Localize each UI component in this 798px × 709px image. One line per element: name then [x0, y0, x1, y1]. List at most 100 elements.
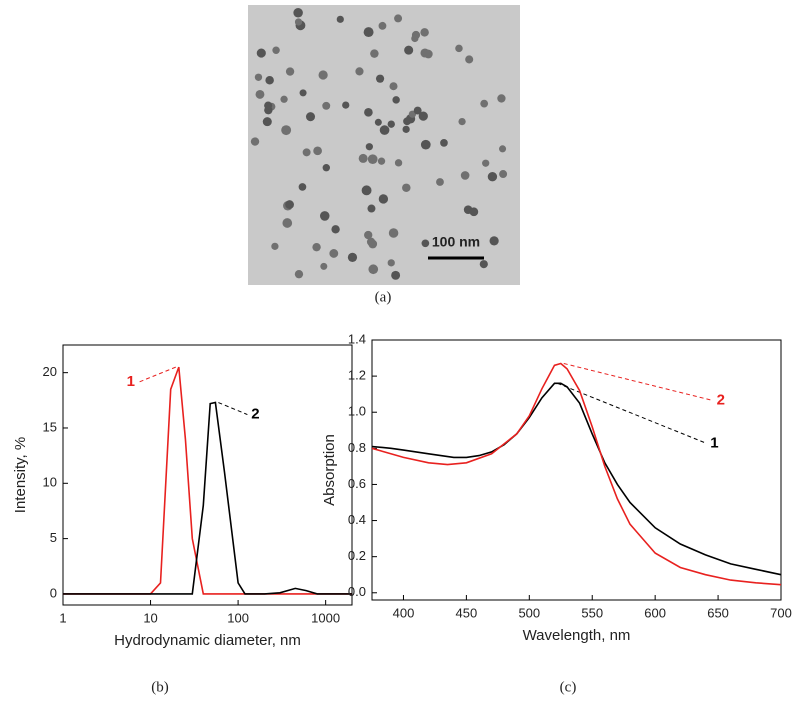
series-label: 2 [717, 391, 725, 408]
particle [318, 70, 328, 80]
y-axis-label: Absorption [321, 434, 338, 506]
particle [272, 46, 280, 54]
y-tick-label: 15 [43, 419, 57, 434]
y-tick-label: 0.6 [348, 476, 366, 491]
particle [440, 139, 448, 147]
particle [299, 89, 307, 97]
particle [271, 242, 279, 250]
particle [378, 194, 389, 204]
x-tick-label: 1 [59, 610, 66, 625]
x-tick-label: 400 [393, 605, 415, 620]
particle [387, 120, 395, 128]
particle [319, 211, 330, 221]
particle [250, 137, 260, 146]
particle [377, 157, 386, 165]
particle [285, 200, 294, 209]
particle [465, 55, 474, 64]
particle [421, 239, 430, 248]
particle [436, 178, 444, 186]
series-label: 1 [710, 434, 718, 451]
particle [361, 185, 372, 196]
particle [364, 108, 373, 117]
particle [294, 18, 303, 26]
plot-frame [371, 339, 782, 601]
particle [262, 117, 272, 127]
particle [387, 259, 395, 267]
panel-caption: (c) [560, 679, 577, 695]
particle [293, 8, 303, 18]
y-tick-label: 0.2 [348, 548, 366, 563]
y-tick-label: 0.0 [348, 584, 366, 599]
particle [420, 48, 430, 58]
particle [487, 172, 498, 182]
series-label: 1 [127, 373, 135, 390]
series-line [371, 362, 782, 586]
particle [402, 183, 411, 193]
particle [305, 112, 316, 122]
particle [498, 145, 507, 153]
particle [256, 48, 266, 58]
particle [392, 96, 400, 104]
particle [313, 146, 322, 156]
particle [378, 21, 387, 30]
x-tick-label: 450 [456, 605, 478, 620]
particle [374, 118, 382, 126]
y-tick-label: 1.4 [348, 331, 366, 346]
particle [460, 171, 470, 180]
particle [458, 117, 466, 126]
x-tick-label: 600 [644, 605, 666, 620]
particle [342, 101, 350, 109]
y-tick-label: 10 [43, 475, 57, 490]
y-tick-label: 0 [50, 585, 57, 600]
x-axis-label: Wavelength, nm [523, 627, 631, 644]
series-line [63, 366, 352, 595]
x-tick-label: 1000 [311, 610, 340, 625]
tem-image [248, 5, 520, 285]
particle [455, 44, 463, 53]
particle [420, 28, 429, 37]
particle [394, 159, 403, 167]
particle [402, 125, 410, 133]
y-tick-label: 1.2 [348, 368, 366, 383]
particle [420, 139, 431, 150]
particle [499, 170, 508, 179]
y-axis-label: Intensity, % [12, 437, 29, 513]
particle [254, 73, 263, 81]
particle [312, 242, 321, 252]
x-tick-label: 550 [581, 605, 603, 620]
particle [489, 236, 499, 246]
x-tick-label: 500 [518, 605, 540, 620]
particle [379, 125, 390, 135]
x-tick-label: 10 [143, 610, 157, 625]
particles [250, 8, 508, 280]
x-axis-label: Hydrodynamic diameter, nm [114, 632, 301, 649]
scale-bar-label: 100 nm [432, 234, 480, 250]
particle [367, 204, 376, 213]
particle [368, 264, 379, 275]
particle [285, 67, 295, 76]
particle [331, 225, 340, 234]
series-line [63, 401, 352, 595]
particle [302, 148, 311, 157]
particle [294, 270, 304, 279]
y-tick-label: 5 [50, 530, 57, 545]
x-tick-label: 700 [770, 605, 792, 620]
series-line [371, 382, 782, 576]
leader-line [218, 402, 248, 415]
particle [366, 237, 376, 246]
particle [322, 164, 330, 172]
particle [355, 67, 364, 76]
particle [480, 99, 489, 108]
particle [497, 94, 506, 103]
series-label: 2 [251, 406, 259, 423]
particle [347, 252, 358, 262]
particle [255, 89, 265, 99]
particle [364, 230, 373, 240]
particle [298, 183, 307, 191]
particle [413, 106, 422, 115]
plot-frame [62, 344, 353, 606]
particle [322, 101, 331, 110]
particle [281, 125, 292, 136]
